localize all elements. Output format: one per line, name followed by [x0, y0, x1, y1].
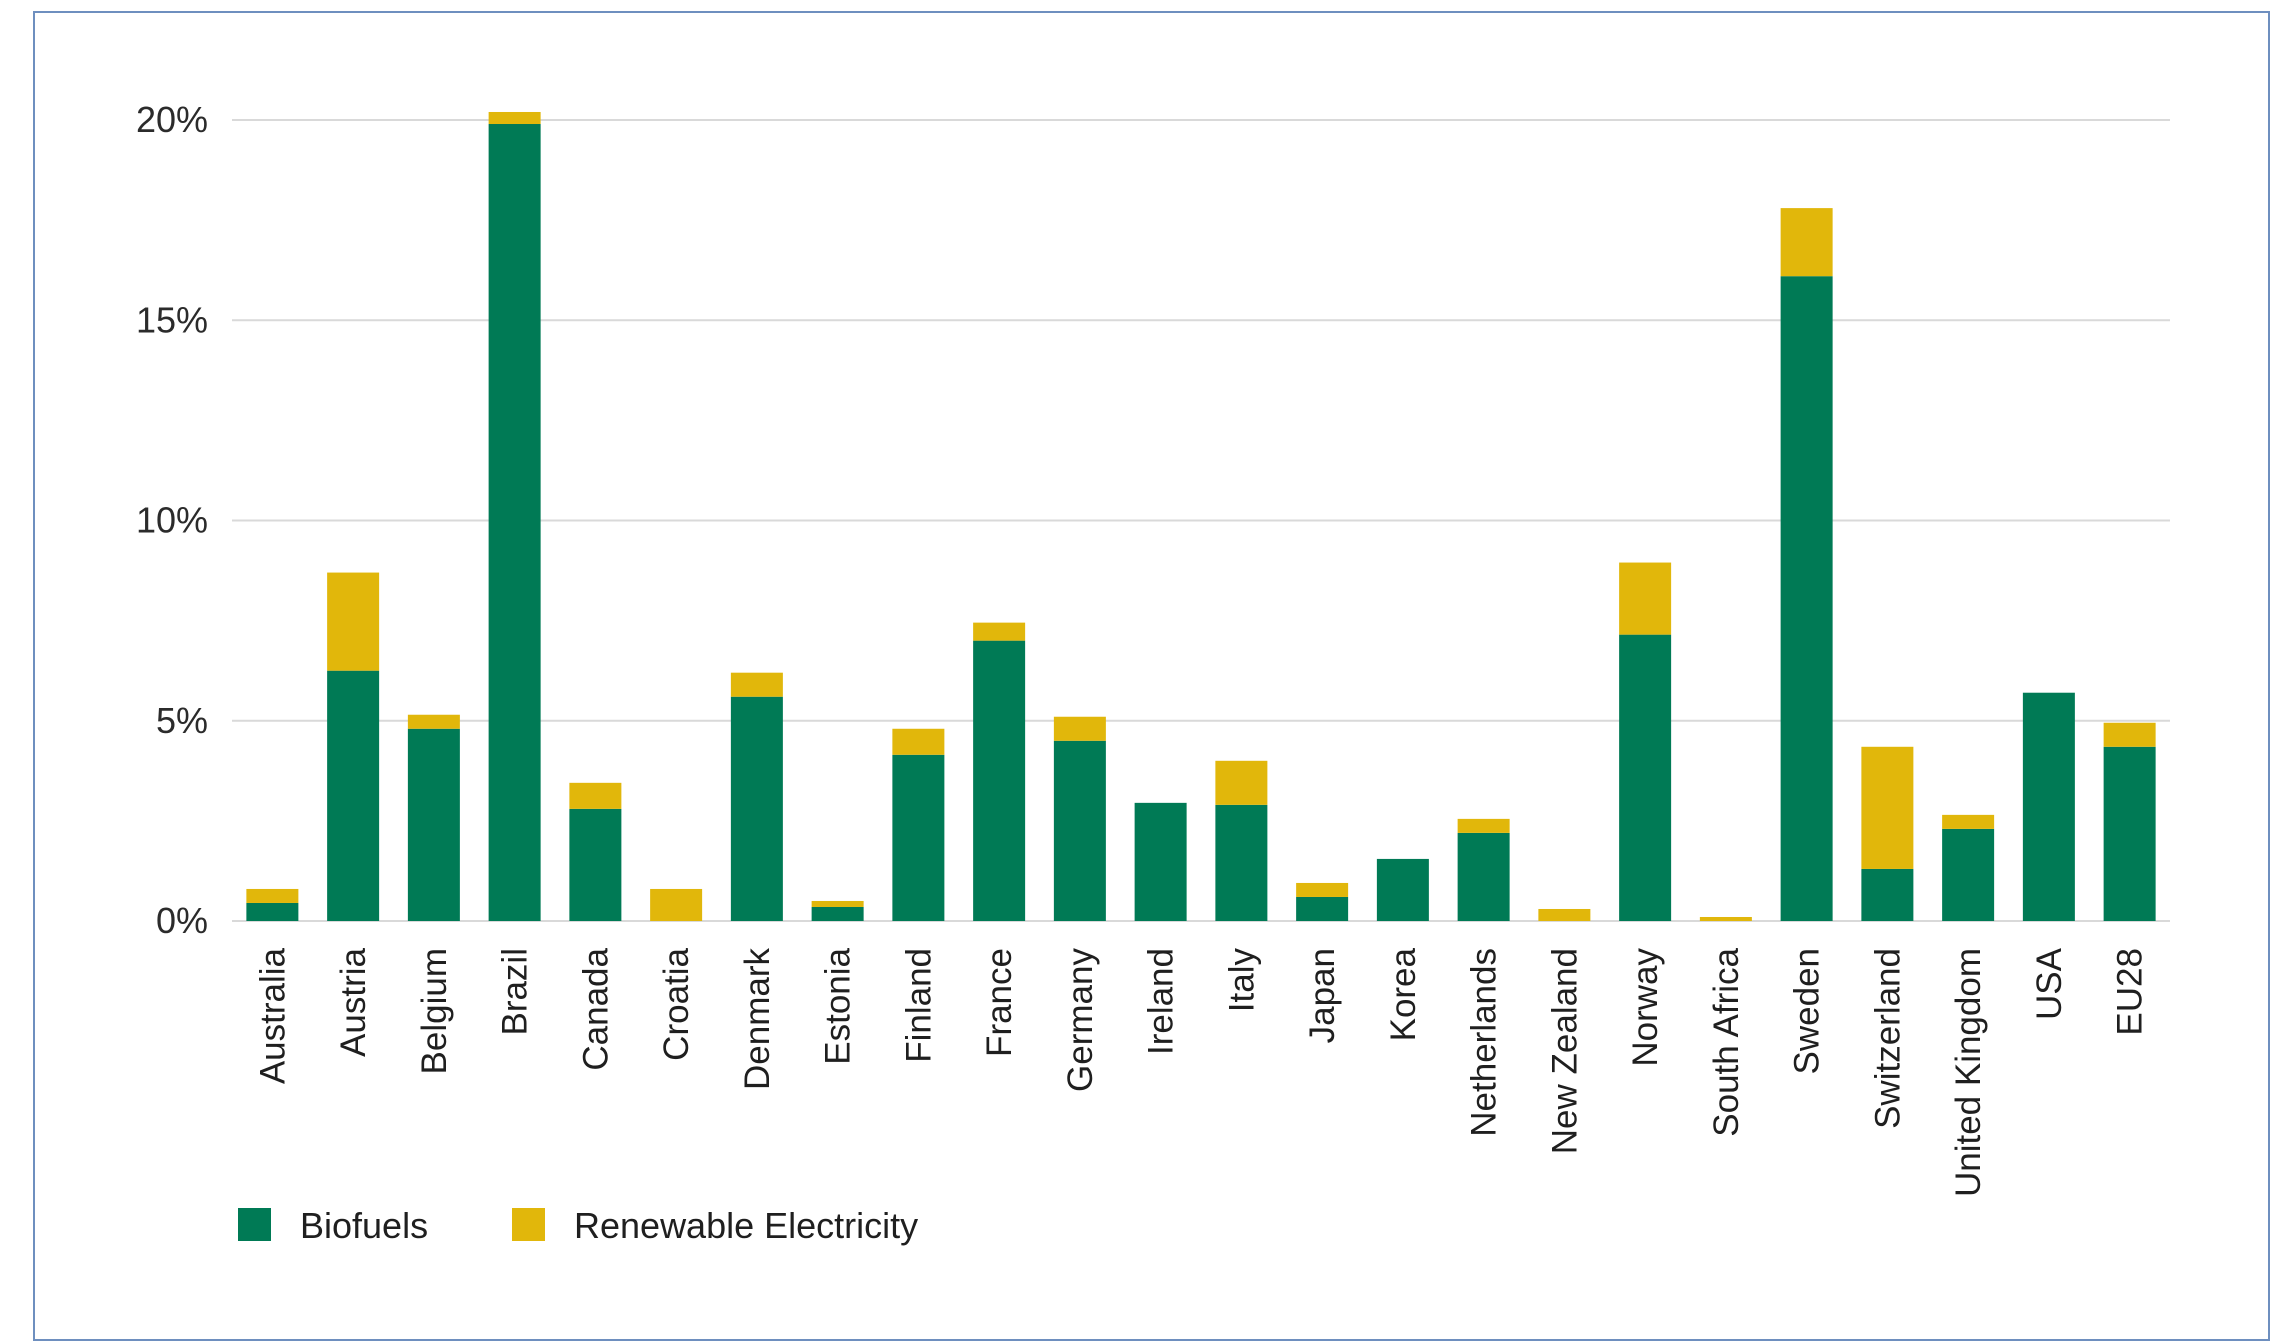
x-category-label: United Kingdom: [1949, 948, 1988, 1197]
bar-renewable-electricity: [1861, 746, 1914, 869]
bar-biofuels: [1215, 804, 1268, 921]
bar-biofuels: [973, 640, 1026, 921]
y-tick-label: 15%: [136, 299, 208, 340]
bar-biofuels: [1376, 858, 1429, 921]
bar-biofuels: [1134, 802, 1187, 921]
x-category-label: Denmark: [738, 948, 777, 1090]
legend-swatch: [512, 1208, 545, 1241]
gridlines: [232, 119, 2170, 922]
bar-renewable-electricity: [1053, 716, 1106, 741]
x-category-label: EU28: [2111, 948, 2150, 1036]
y-tick-label: 5%: [156, 700, 208, 741]
bar-renewable-electricity: [650, 888, 703, 921]
legend-swatch: [238, 1208, 271, 1241]
bar-biofuels: [2022, 692, 2075, 921]
bar-renewable-electricity: [407, 714, 460, 729]
legend-label: Biofuels: [300, 1205, 428, 1246]
x-category-label: Italy: [1222, 948, 1261, 1013]
y-axis-ticks: 0% 5% 10% 15% 20%: [136, 99, 208, 941]
bar-renewable-electricity: [1619, 562, 1672, 635]
x-category-label: Korea: [1384, 947, 1423, 1041]
x-category-label: Finland: [899, 948, 938, 1063]
x-category-label: Norway: [1626, 948, 1665, 1067]
x-category-label: Japan: [1303, 948, 1342, 1043]
bar-biofuels: [1780, 276, 1833, 921]
bar-renewable-electricity: [730, 672, 783, 697]
x-category-label: Ireland: [1142, 948, 1181, 1055]
bar-renewable-electricity: [1780, 208, 1833, 277]
y-tick-label: 0%: [156, 900, 208, 941]
x-axis-labels: Australia Austria Belgium Brazil Canada Croat…: [253, 947, 2149, 1197]
legend: Biofuels Renewable Electricity: [238, 1205, 918, 1246]
bar-renewable-electricity: [973, 622, 1026, 641]
bar-biofuels: [407, 728, 460, 921]
bar-biofuels: [892, 754, 945, 921]
bar-biofuels: [1457, 832, 1510, 921]
bar-renewable-electricity: [569, 782, 622, 809]
bar-biofuels: [1942, 828, 1995, 921]
bar-renewable-electricity: [811, 900, 864, 907]
x-category-label: Canada: [576, 947, 615, 1070]
bar-biofuels: [811, 906, 864, 921]
x-category-label: Austria: [334, 947, 373, 1056]
bar-renewable-electricity: [1215, 760, 1268, 805]
bar-renewable-electricity: [1296, 882, 1349, 897]
bar-biofuels: [327, 670, 380, 921]
x-category-label: Switzerland: [1868, 948, 1907, 1129]
bar-renewable-electricity: [488, 111, 541, 125]
x-category-label: Australia: [253, 947, 292, 1084]
bar-biofuels: [1053, 740, 1106, 921]
bar-biofuels: [1296, 896, 1349, 921]
bar-renewable-electricity: [2103, 722, 2156, 747]
x-category-label: Belgium: [415, 948, 454, 1074]
bar-renewable-electricity: [327, 572, 380, 671]
bar-biofuels: [2103, 746, 2156, 921]
bar-biofuels: [246, 902, 299, 921]
x-category-label: South Africa: [1707, 947, 1746, 1136]
chart-frame: [33, 11, 2270, 1341]
bar-renewable-electricity: [1942, 814, 1995, 829]
x-category-label: Netherlands: [1465, 948, 1504, 1137]
bars: [246, 111, 2156, 921]
x-category-label: Germany: [1061, 948, 1100, 1092]
bar-renewable-electricity: [892, 728, 945, 755]
bar-renewable-electricity: [1538, 908, 1591, 921]
bar-biofuels: [730, 696, 783, 921]
x-category-label: Croatia: [657, 947, 696, 1060]
bar-renewable-electricity: [1457, 818, 1510, 833]
bar-renewable-electricity: [1699, 916, 1752, 921]
x-category-label: Sweden: [1788, 948, 1827, 1074]
legend-label: Renewable Electricity: [574, 1205, 918, 1246]
x-category-label: New Zealand: [1545, 948, 1584, 1154]
x-category-label: Estonia: [819, 947, 858, 1064]
bar-renewable-electricity: [246, 888, 299, 903]
x-category-label: Brazil: [496, 948, 535, 1036]
y-tick-label: 10%: [136, 500, 208, 541]
bar-biofuels: [569, 808, 622, 921]
y-tick-label: 20%: [136, 99, 208, 140]
x-category-label: USA: [2030, 947, 2069, 1020]
bar-biofuels: [1861, 868, 1914, 921]
bar-biofuels: [1619, 634, 1672, 921]
x-category-label: France: [980, 948, 1019, 1057]
bar-biofuels: [488, 124, 541, 921]
